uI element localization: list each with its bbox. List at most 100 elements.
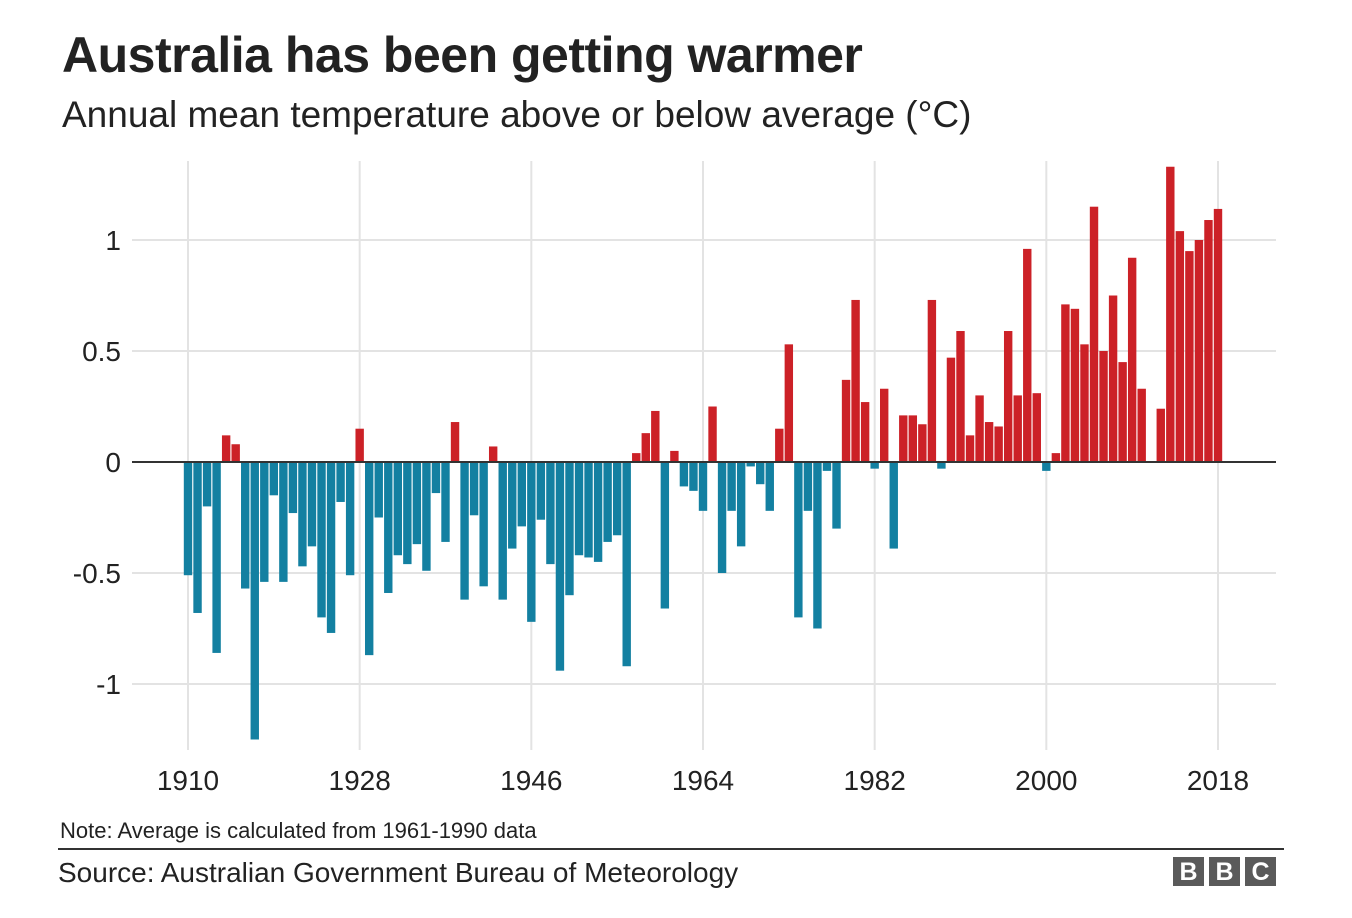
bar-below-average <box>317 462 326 618</box>
bar-above-average <box>488 446 498 462</box>
bar-above-average <box>1061 304 1070 462</box>
bar-below-average <box>193 462 202 613</box>
bar-below-average <box>889 462 898 549</box>
bar-above-average <box>880 388 889 462</box>
bar-below-average <box>1042 462 1051 471</box>
chart-note: Note: Average is calculated from 1961-19… <box>60 818 537 843</box>
bar-below-average <box>384 462 393 593</box>
bar-below-average <box>202 462 212 507</box>
bar-above-average <box>632 453 641 462</box>
bar-below-average <box>870 462 879 469</box>
bar-below-average <box>412 462 422 545</box>
bar-below-average <box>727 462 736 511</box>
bar-below-average <box>584 462 593 558</box>
bar-below-average <box>307 462 317 547</box>
bar-above-average <box>1089 206 1099 462</box>
bar-below-average <box>765 462 774 511</box>
bar-below-average <box>822 462 832 471</box>
x-tick-label: 1910 <box>157 765 219 796</box>
bar-below-average <box>536 462 546 520</box>
bar-above-average <box>1080 344 1089 462</box>
bar-below-average <box>546 462 555 565</box>
y-tick-label: -1 <box>96 669 121 700</box>
bar-above-average <box>775 428 784 462</box>
bar-below-average <box>469 462 479 516</box>
x-tick-label: 1928 <box>329 765 391 796</box>
bar-below-average <box>679 462 689 487</box>
bar-below-average <box>326 462 336 633</box>
bar-below-average <box>183 462 193 576</box>
bar-below-average <box>717 462 727 573</box>
bbc-logo-letter: B <box>1209 857 1240 886</box>
bar-above-average <box>1108 295 1118 462</box>
bar-above-average <box>1003 331 1013 462</box>
bar-below-average <box>803 462 813 511</box>
y-tick-label: 1 <box>105 225 121 256</box>
bar-above-average <box>841 379 851 462</box>
bar-above-average <box>956 331 965 462</box>
bar-below-average <box>288 462 298 514</box>
y-tick-label: 0 <box>105 447 121 478</box>
bar-below-average <box>756 462 765 485</box>
bar-below-average <box>660 462 670 609</box>
bar-below-average <box>622 462 631 667</box>
bar-below-average <box>593 462 603 562</box>
bar-above-average <box>1194 240 1204 462</box>
x-tick-label: 2000 <box>1015 765 1077 796</box>
bar-above-average <box>908 415 918 462</box>
bar-below-average <box>612 462 622 536</box>
bar-below-average <box>279 462 288 582</box>
bar-above-average <box>221 435 231 462</box>
bar-above-average <box>1032 393 1041 462</box>
bars <box>183 166 1223 740</box>
bar-below-average <box>441 462 450 542</box>
bar-below-average <box>832 462 841 529</box>
bar-below-average <box>365 462 374 656</box>
bar-above-average <box>1166 166 1175 463</box>
bar-below-average <box>527 462 536 622</box>
bar-below-average <box>555 462 565 671</box>
bar-above-average <box>670 450 679 462</box>
bar-above-average <box>1013 395 1022 462</box>
bar-below-average <box>431 462 441 494</box>
bar-below-average <box>298 462 307 567</box>
bar-below-average <box>241 462 250 589</box>
bar-above-average <box>708 406 717 462</box>
chart-subtitle: Annual mean temperature above or below a… <box>62 94 972 135</box>
bar-below-average <box>422 462 431 571</box>
bar-below-average <box>374 462 383 518</box>
bbc-logo-letter: B <box>1173 857 1204 886</box>
bar-above-average <box>231 444 240 462</box>
bar-above-average <box>355 428 364 462</box>
chart-source: Source: Australian Government Bureau of … <box>58 857 739 888</box>
bar-above-average <box>994 426 1003 462</box>
bbc-logo-letter: C <box>1245 857 1276 886</box>
bar-below-average <box>813 462 822 629</box>
bar-above-average <box>1213 208 1223 462</box>
bar-below-average <box>345 462 355 576</box>
bar-below-average <box>403 462 412 565</box>
footer-divider <box>58 848 1284 850</box>
bar-above-average <box>1185 251 1194 462</box>
bar-below-average <box>479 462 488 587</box>
bar-below-average <box>565 462 574 596</box>
bar-above-average <box>984 422 994 462</box>
bar-above-average <box>1127 257 1137 462</box>
bar-above-average <box>975 395 984 462</box>
bar-below-average <box>460 462 469 600</box>
x-tick-label: 2018 <box>1187 765 1249 796</box>
bar-above-average <box>784 344 794 462</box>
bar-above-average <box>1118 362 1127 462</box>
bar-below-average <box>260 462 269 582</box>
bar-below-average <box>250 462 259 740</box>
bar-below-average <box>937 462 946 469</box>
bar-below-average <box>736 462 746 547</box>
bar-below-average <box>574 462 584 556</box>
y-tick-label: 0.5 <box>82 336 121 367</box>
bar-below-average <box>698 462 708 511</box>
bar-below-average <box>603 462 612 542</box>
bar-above-average <box>641 433 650 462</box>
bar-above-average <box>1204 220 1213 462</box>
x-tick-label: 1982 <box>844 765 906 796</box>
